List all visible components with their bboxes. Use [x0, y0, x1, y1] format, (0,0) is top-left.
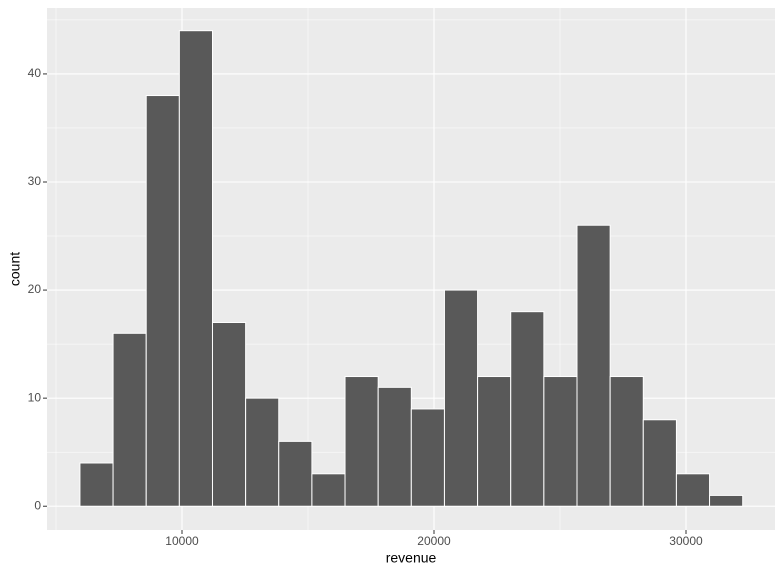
y-tick-label: 40	[28, 66, 42, 80]
bar	[576, 224, 611, 507]
bar	[543, 376, 578, 507]
x-tick-label: 30000	[669, 534, 703, 548]
bar	[477, 376, 512, 507]
bar	[278, 440, 313, 507]
bar	[510, 311, 545, 507]
y-tick-label: 0	[34, 498, 41, 512]
y-axis-title: count	[7, 252, 23, 286]
x-tick-label: 20000	[417, 534, 451, 548]
y-tick-label: 10	[28, 390, 42, 404]
bar	[675, 473, 711, 507]
y-tick-label: 20	[28, 282, 42, 296]
bar	[145, 95, 180, 507]
bar	[178, 30, 213, 507]
bar	[709, 494, 744, 507]
bar	[311, 473, 346, 507]
bar	[79, 462, 114, 507]
bar	[245, 397, 280, 507]
y-tick-label: 30	[28, 174, 42, 188]
bar	[642, 419, 677, 507]
bar	[377, 386, 412, 507]
bar	[609, 376, 644, 507]
x-tick-label: 10000	[165, 534, 199, 548]
bar	[410, 408, 445, 507]
bar	[344, 376, 379, 507]
bar	[443, 289, 479, 507]
bar	[112, 332, 147, 507]
bar	[211, 321, 247, 507]
x-axis-title: revenue	[386, 550, 437, 566]
